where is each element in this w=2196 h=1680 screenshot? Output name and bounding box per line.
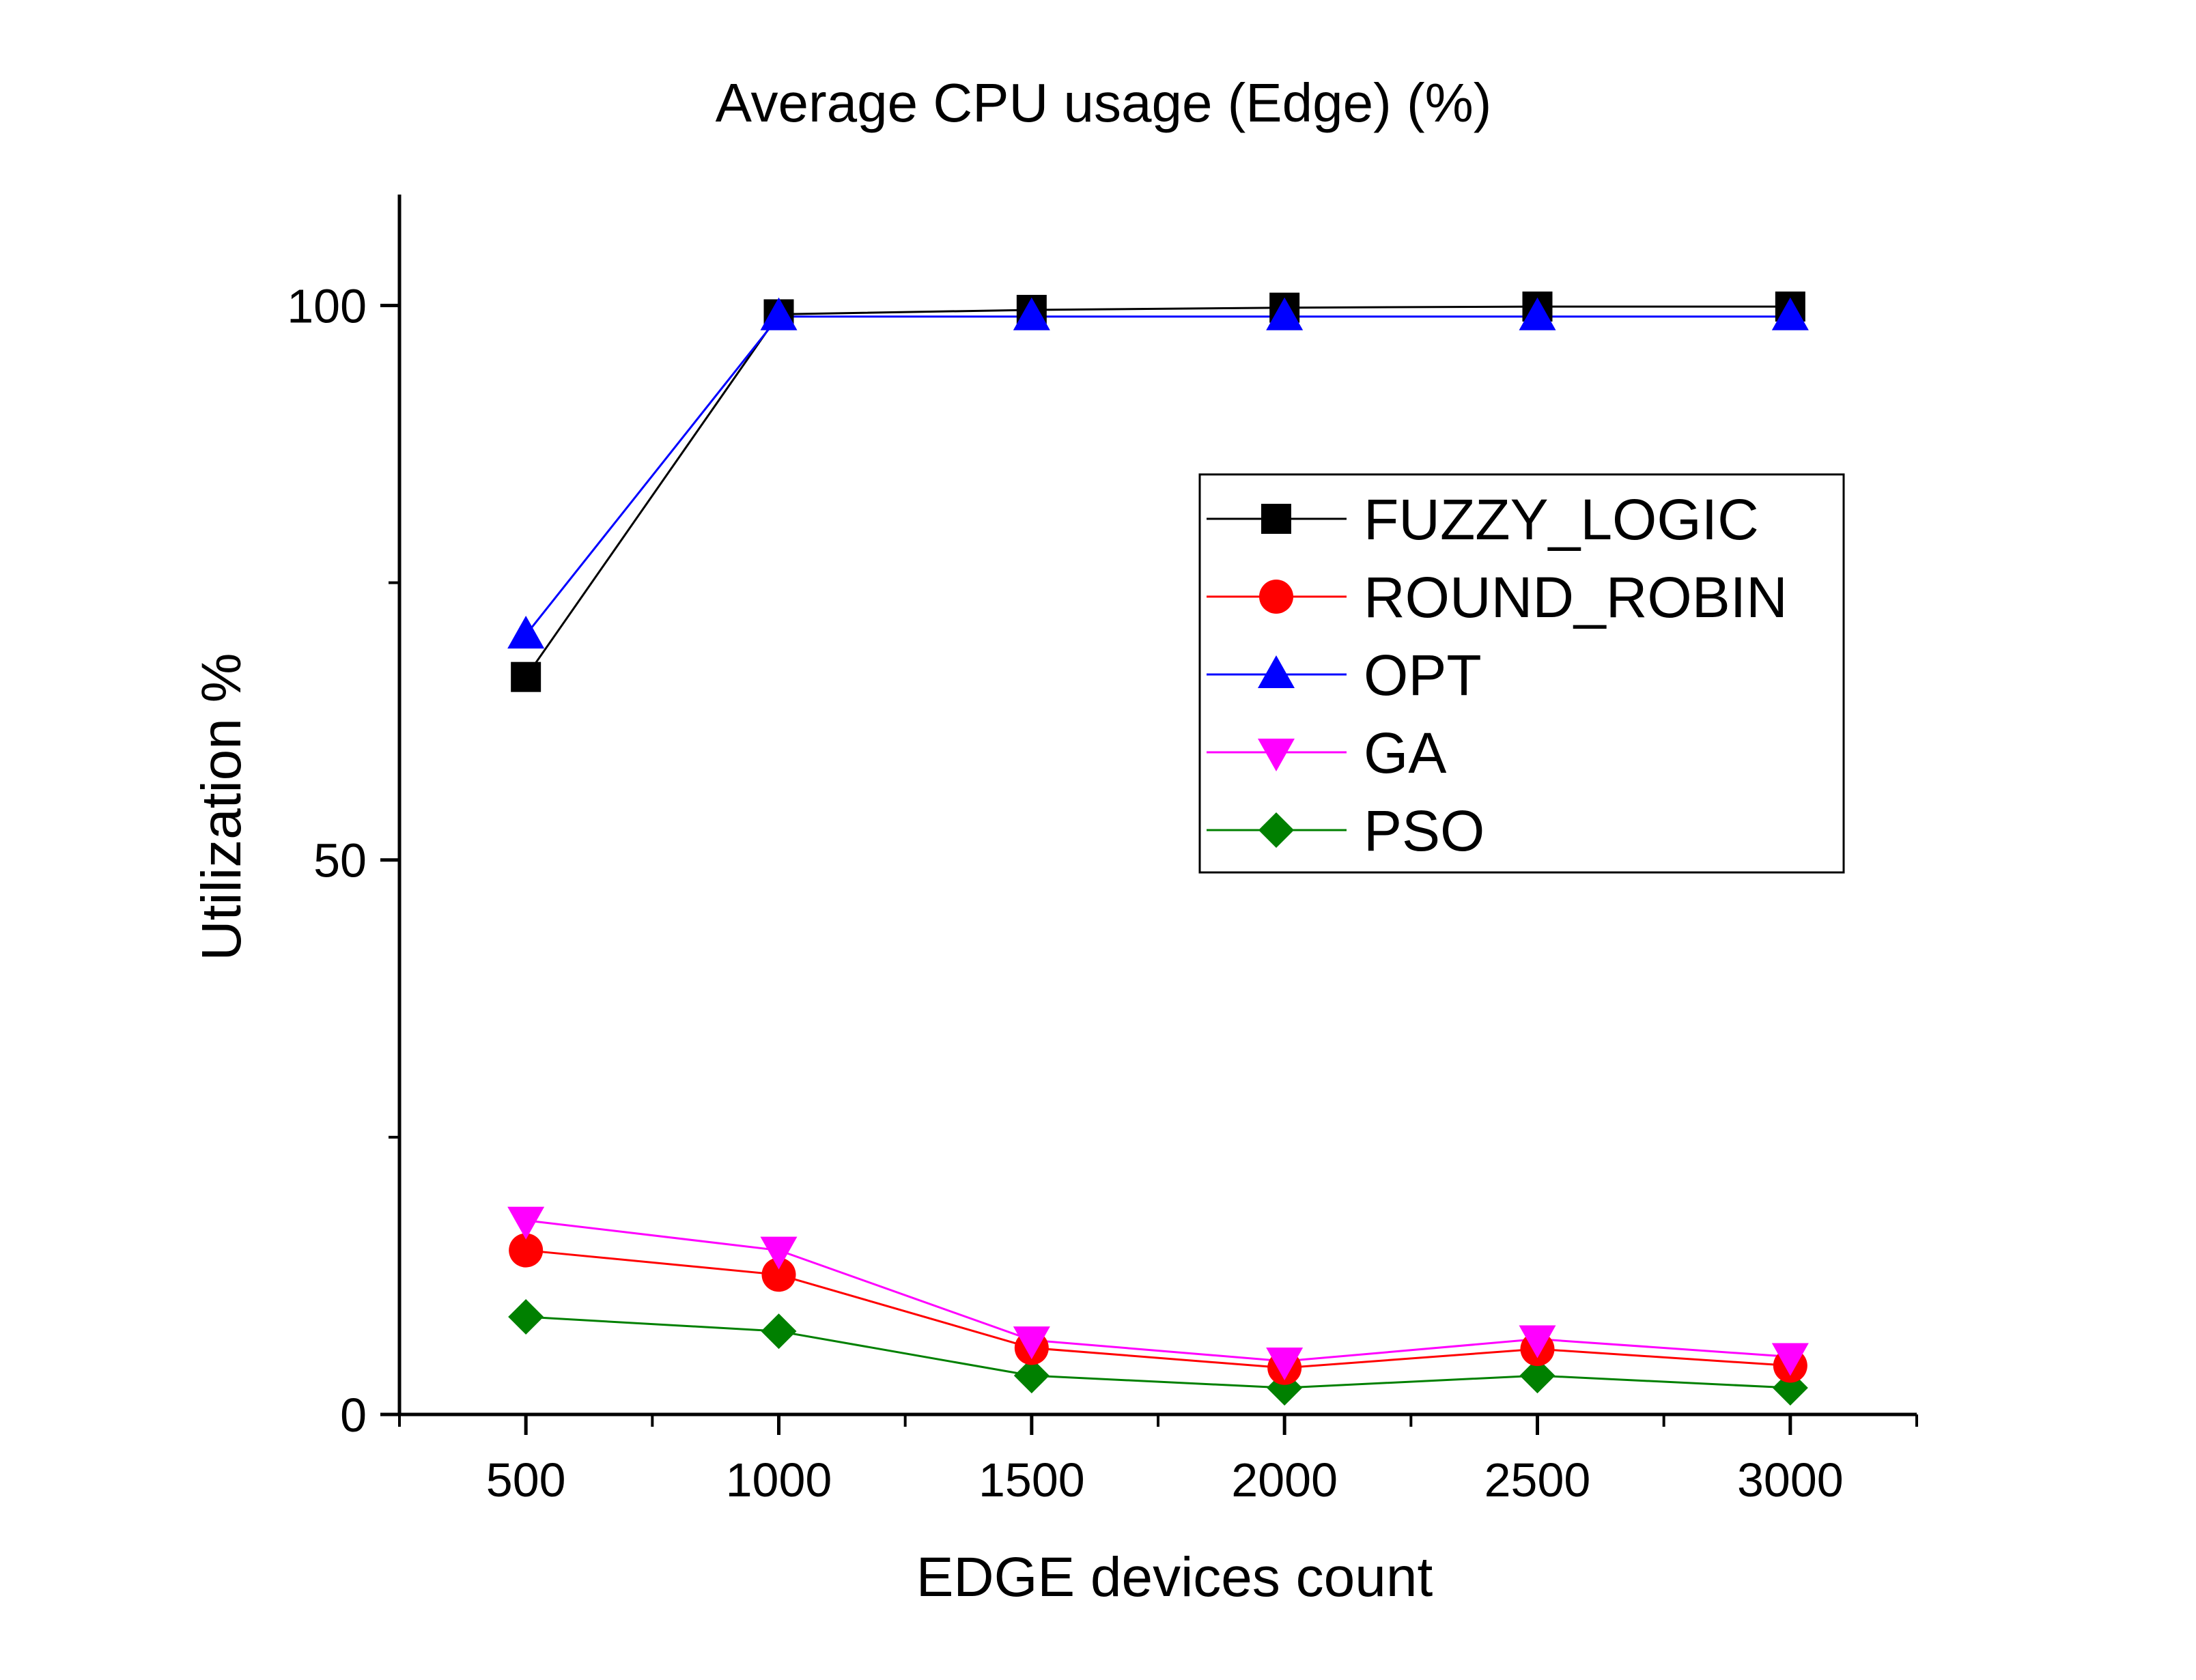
point-round-robin-1000: [761, 1257, 796, 1292]
point-ga-500: [507, 1206, 545, 1240]
point-opt-1000: [760, 297, 798, 330]
y-tick-label-100: 100: [287, 279, 367, 332]
point-fuzzy-logic-500: [511, 661, 541, 692]
point-opt-3000: [1771, 297, 1809, 330]
legend-marker-fuzzy-logic: [1261, 504, 1291, 534]
point-ga-1000: [760, 1236, 798, 1270]
series-line-ga: [525, 1219, 1790, 1363]
x-tick-label-1000: 1000: [726, 1453, 832, 1507]
series-line-pso: [526, 1315, 1790, 1389]
point-ga-3000: [1771, 1343, 1809, 1376]
series-line-round-robin: [526, 1249, 1790, 1369]
x-tick-label-2000: 2000: [1231, 1453, 1338, 1507]
point-pso-1500: [1013, 1358, 1050, 1394]
series-line-fuzzy-logic: [524, 305, 1790, 678]
legend-label-pso: PSO: [1364, 799, 1484, 863]
x-tick-label-500: 500: [486, 1453, 566, 1507]
point-opt-500: [507, 615, 545, 649]
y-axis-label: Utilization %: [191, 653, 253, 960]
series-line-opt: [524, 315, 1790, 636]
x-tick-label-2500: 2500: [1484, 1453, 1591, 1507]
point-pso-2500: [1519, 1358, 1556, 1394]
point-opt-2500: [1519, 297, 1556, 330]
point-opt-1500: [1013, 297, 1050, 330]
legend-marker-pso: [1258, 812, 1294, 848]
x-tick-label-1500: 1500: [979, 1453, 1085, 1507]
legend-marker-round-robin: [1259, 580, 1293, 614]
y-tick-label-50: 50: [313, 834, 367, 887]
y-tick-label-0: 0: [340, 1389, 367, 1442]
point-opt-2000: [1266, 297, 1304, 330]
legend: FUZZY_LOGIC ROUND_ROBIN OPT GA PSO: [1198, 473, 1845, 874]
legend-label-ga: GA: [1364, 721, 1446, 785]
chart-title: Average CPU usage (Edge) (%): [716, 72, 1492, 133]
x-axis-label: EDGE devices count: [916, 1546, 1433, 1608]
legend-marker-ga: [1258, 739, 1295, 771]
axes: 0 50 100 500 1000 1500 2000 2500 3000: [287, 195, 1918, 1507]
legend-label-round-robin: ROUND_ROBIN: [1364, 565, 1788, 629]
legend-marker-opt: [1258, 655, 1295, 688]
point-ga-2000: [1266, 1348, 1304, 1381]
point-round-robin-500: [509, 1233, 544, 1268]
point-pso-1000: [761, 1313, 797, 1350]
point-pso-500: [508, 1299, 544, 1335]
point-ga-2500: [1519, 1325, 1556, 1358]
legend-label-opt: OPT: [1364, 643, 1482, 707]
point-ga-1500: [1013, 1326, 1050, 1360]
series-layer: [507, 291, 1809, 1406]
x-tick-label-3000: 3000: [1737, 1453, 1844, 1507]
legend-label-fuzzy-logic: FUZZY_LOGIC: [1364, 487, 1759, 552]
